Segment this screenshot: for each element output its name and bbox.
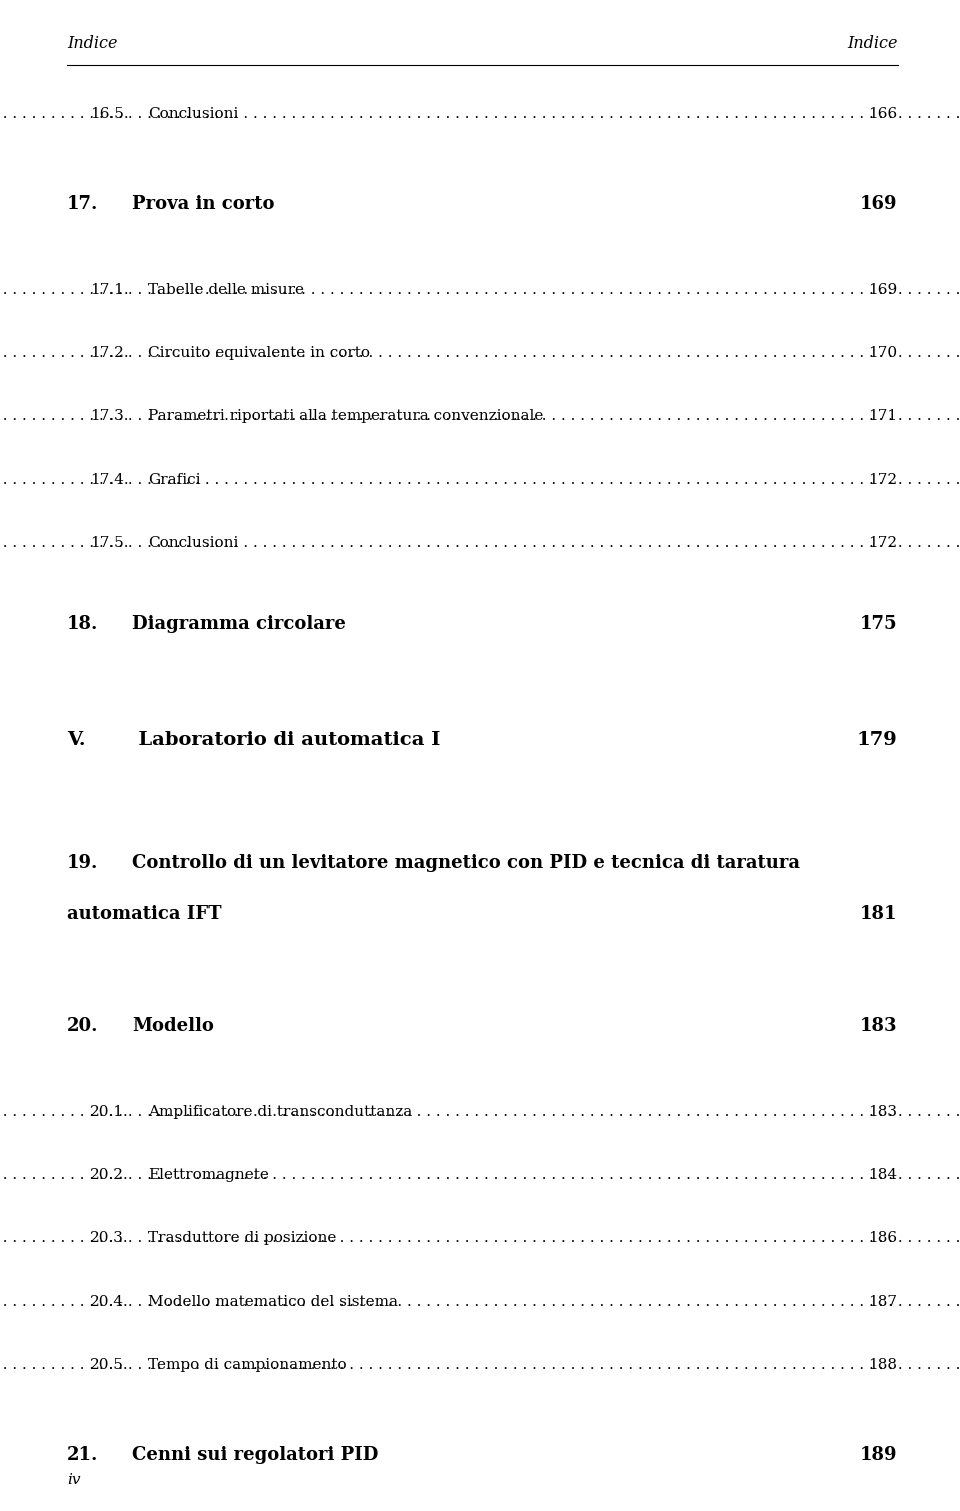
Text: 172: 172: [869, 473, 898, 487]
Text: 19.: 19.: [67, 854, 99, 872]
Text: Modello matematico del sistema: Modello matematico del sistema: [148, 1295, 398, 1309]
Text: automatica IFT: automatica IFT: [67, 905, 222, 923]
Text: 188: 188: [869, 1358, 898, 1372]
Text: . . . . . . . . . . . . . . . . . . . . . . . . . . . . . . . . . . . . . . . . : . . . . . . . . . . . . . . . . . . . . …: [0, 1168, 960, 1182]
Text: 20.3.: 20.3.: [90, 1231, 129, 1245]
Text: Indice: Indice: [67, 35, 118, 51]
Text: Laboratorio di automatica I: Laboratorio di automatica I: [125, 731, 441, 749]
Text: . . . . . . . . . . . . . . . . . . . . . . . . . . . . . . . . . . . . . . . . : . . . . . . . . . . . . . . . . . . . . …: [0, 1105, 960, 1118]
Text: 171: 171: [869, 409, 898, 423]
Text: 20.5.: 20.5.: [90, 1358, 129, 1372]
Text: 20.2.: 20.2.: [90, 1168, 130, 1182]
Text: . . . . . . . . . . . . . . . . . . . . . . . . . . . . . . . . . . . . . . . . : . . . . . . . . . . . . . . . . . . . . …: [0, 1358, 960, 1372]
Text: . . . . . . . . . . . . . . . . . . . . . . . . . . . . . . . . . . . . . . . . : . . . . . . . . . . . . . . . . . . . . …: [0, 346, 960, 360]
Text: 17.1.: 17.1.: [90, 283, 129, 296]
Text: 17.: 17.: [67, 195, 99, 213]
Text: 18.: 18.: [67, 615, 99, 633]
Text: . . . . . . . . . . . . . . . . . . . . . . . . . . . . . . . . . . . . . . . . : . . . . . . . . . . . . . . . . . . . . …: [0, 409, 960, 423]
Text: Grafici: Grafici: [148, 473, 201, 487]
Text: Conclusioni: Conclusioni: [148, 107, 238, 121]
Text: 20.: 20.: [67, 1017, 99, 1035]
Text: 184: 184: [869, 1168, 898, 1182]
Text: 169: 169: [860, 195, 898, 213]
Text: 17.5.: 17.5.: [90, 536, 129, 550]
Text: Prova in corto: Prova in corto: [132, 195, 275, 213]
Text: 183: 183: [860, 1017, 898, 1035]
Text: Elettromagnete: Elettromagnete: [148, 1168, 269, 1182]
Text: 21.: 21.: [67, 1446, 99, 1464]
Text: 16.5.: 16.5.: [90, 107, 129, 121]
Text: . . . . . . . . . . . . . . . . . . . . . . . . . . . . . . . . . . . . . . . . : . . . . . . . . . . . . . . . . . . . . …: [0, 1231, 960, 1245]
Text: 17.3.: 17.3.: [90, 409, 129, 423]
Text: V.: V.: [67, 731, 85, 749]
Text: 183: 183: [869, 1105, 898, 1118]
Text: 20.1.: 20.1.: [90, 1105, 130, 1118]
Text: . . . . . . . . . . . . . . . . . . . . . . . . . . . . . . . . . . . . . . . . : . . . . . . . . . . . . . . . . . . . . …: [0, 283, 960, 296]
Text: Tempo di campionamento: Tempo di campionamento: [148, 1358, 347, 1372]
Text: 20.4.: 20.4.: [90, 1295, 130, 1309]
Text: Amplificatore di transconduttanza: Amplificatore di transconduttanza: [148, 1105, 412, 1118]
Text: 187: 187: [869, 1295, 898, 1309]
Text: 179: 179: [857, 731, 898, 749]
Text: . . . . . . . . . . . . . . . . . . . . . . . . . . . . . . . . . . . . . . . . : . . . . . . . . . . . . . . . . . . . . …: [0, 536, 960, 550]
Text: . . . . . . . . . . . . . . . . . . . . . . . . . . . . . . . . . . . . . . . . : . . . . . . . . . . . . . . . . . . . . …: [0, 107, 960, 121]
Text: 17.4.: 17.4.: [90, 473, 129, 487]
Text: 189: 189: [860, 1446, 898, 1464]
Text: 166: 166: [869, 107, 898, 121]
Text: 170: 170: [869, 346, 898, 360]
Text: Modello: Modello: [132, 1017, 214, 1035]
Text: Controllo di un levitatore magnetico con PID e tecnica di taratura: Controllo di un levitatore magnetico con…: [132, 854, 801, 872]
Text: Tabelle delle misure: Tabelle delle misure: [148, 283, 304, 296]
Text: 172: 172: [869, 536, 898, 550]
Text: Conclusioni: Conclusioni: [148, 536, 238, 550]
Text: 17.2.: 17.2.: [90, 346, 129, 360]
Text: Diagramma circolare: Diagramma circolare: [132, 615, 347, 633]
Text: Parametri riportati alla temperatura convenzionale: Parametri riportati alla temperatura con…: [148, 409, 543, 423]
Text: 186: 186: [869, 1231, 898, 1245]
Text: Trasduttore di posizione: Trasduttore di posizione: [148, 1231, 336, 1245]
Text: Indice: Indice: [847, 35, 898, 51]
Text: iv: iv: [67, 1473, 81, 1487]
Text: 175: 175: [860, 615, 898, 633]
Text: Cenni sui regolatori PID: Cenni sui regolatori PID: [132, 1446, 379, 1464]
Text: 169: 169: [869, 283, 898, 296]
Text: Circuito equivalente in corto: Circuito equivalente in corto: [148, 346, 370, 360]
Text: . . . . . . . . . . . . . . . . . . . . . . . . . . . . . . . . . . . . . . . . : . . . . . . . . . . . . . . . . . . . . …: [0, 473, 960, 487]
Text: 181: 181: [860, 905, 898, 923]
Text: . . . . . . . . . . . . . . . . . . . . . . . . . . . . . . . . . . . . . . . . : . . . . . . . . . . . . . . . . . . . . …: [0, 1295, 960, 1309]
